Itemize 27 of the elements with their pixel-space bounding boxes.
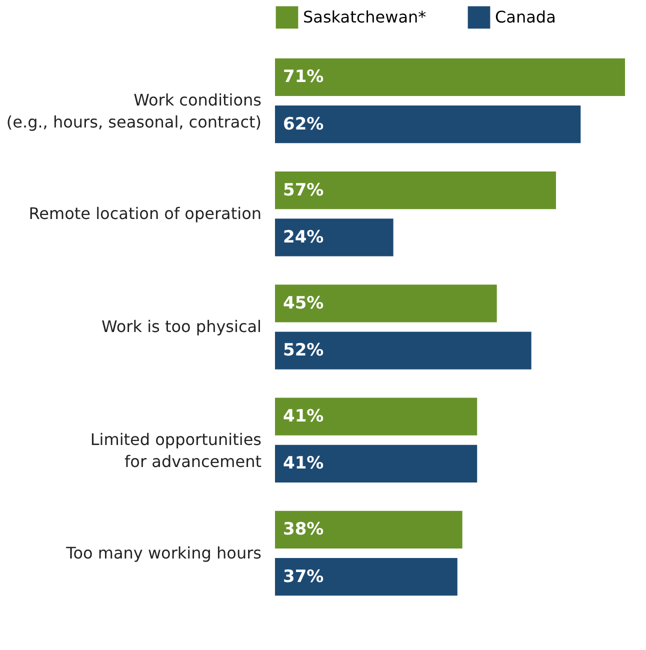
bar (275, 444, 478, 483)
data-label: 37% (283, 566, 324, 587)
y-tick-label: Work is too physical (102, 317, 262, 336)
bar (275, 398, 478, 436)
data-label: 62% (283, 114, 324, 134)
data-label: 71% (283, 67, 324, 88)
data-label: 45% (283, 293, 324, 314)
data-label: 57% (283, 180, 324, 200)
bar (275, 171, 556, 210)
bar (275, 105, 581, 144)
data-label: 52% (283, 340, 324, 361)
y-tick-label: Limited opportunities for advancement (90, 430, 262, 472)
data-label: 41% (283, 454, 324, 474)
bar (275, 284, 497, 322)
data-label: 24% (283, 227, 324, 248)
y-tick-label: Remote location of operation (28, 204, 262, 223)
y-tick-label: Too many working hours (65, 543, 262, 562)
data-label: 41% (283, 406, 324, 427)
legend-label: Canada (495, 7, 556, 26)
bar (275, 332, 532, 370)
bar (275, 510, 462, 549)
legend-label: Saskatchewan* (303, 7, 426, 26)
y-tick-label: Work conditions (e.g., hours, seasonal, contract) (6, 90, 262, 132)
bar (275, 558, 458, 596)
data-label: 38% (283, 520, 324, 540)
bar (275, 218, 394, 256)
bar (275, 58, 625, 96)
